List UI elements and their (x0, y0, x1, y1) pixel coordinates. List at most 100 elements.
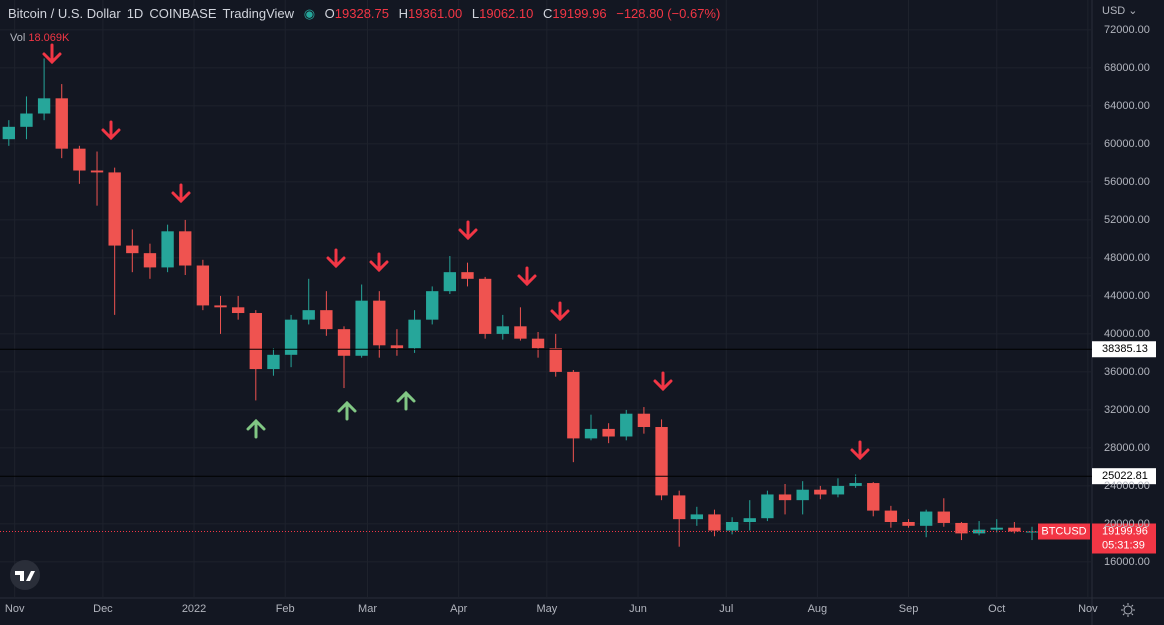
o-value: 19328.75 (334, 6, 390, 21)
y-tick-label: 44000.00 (1104, 290, 1150, 302)
y-tick-label: 20000.00 (1104, 518, 1150, 530)
candle-body (902, 522, 915, 526)
c-label: C (542, 6, 553, 21)
candle-body (602, 428, 615, 437)
candle-body (108, 172, 121, 246)
gear[interactable] (1123, 605, 1133, 615)
candle-body (549, 348, 562, 372)
down-arrow (171, 183, 191, 204)
candle-body (284, 319, 298, 355)
candle-body (267, 354, 280, 370)
y-tick-label: 48000.00 (1104, 252, 1150, 264)
o-label: O (324, 6, 335, 21)
l-value: 19062.10 (479, 6, 534, 21)
y-tick-label: 68000.00 (1104, 62, 1150, 74)
last-price-label: 19199.96 (1102, 525, 1148, 537)
y-tick-label: 72000.00 (1104, 24, 1150, 36)
y-tick-label: 24000.00 (1104, 480, 1150, 492)
candle-body (373, 300, 386, 346)
candle-body (831, 485, 845, 495)
platform: TradingView (222, 6, 295, 21)
settings-icon[interactable] (1121, 603, 1135, 617)
exchange: COINBASE (149, 6, 217, 21)
candle-body (2, 126, 15, 140)
candle-body (302, 310, 315, 320)
candle-body (761, 494, 774, 519)
x-tick-label: Jun (629, 603, 647, 615)
candle-body (514, 326, 527, 339)
candle-body (708, 514, 721, 531)
candle-body (955, 522, 968, 534)
candle-body (814, 489, 827, 495)
y-tick-label: 32000.00 (1104, 404, 1150, 416)
h-label: H (398, 6, 409, 21)
currency-label[interactable]: USD (1102, 5, 1126, 17)
symbol[interactable]: Bitcoin / U.S. Dollar (8, 6, 121, 21)
down-arrow (550, 301, 570, 322)
candle-body (867, 483, 880, 511)
candle-body (673, 495, 686, 520)
vol-label: Vol (10, 32, 26, 44)
candle-body (161, 231, 174, 268)
y-tick-label: 64000.00 (1104, 100, 1150, 112)
y-tick-label: 56000.00 (1104, 176, 1150, 188)
up-arrow (337, 400, 357, 421)
last-price-bg (1092, 523, 1156, 554)
candle-body (143, 253, 157, 268)
down-arrow (326, 248, 346, 269)
candle-body (937, 511, 950, 523)
candle-body (496, 326, 509, 334)
price-label: 38385.13 (1102, 343, 1148, 355)
candle-body (179, 231, 192, 266)
candle-body (443, 272, 457, 292)
candle-body (778, 494, 792, 501)
candle-body (55, 98, 68, 149)
currency[interactable]: USD ⌄ (1102, 5, 1138, 17)
status-dot: ◉ (303, 6, 316, 21)
candle-body (478, 278, 492, 334)
x-tick-label: Apr (450, 603, 467, 615)
candle-body (884, 510, 898, 523)
vol-value: 18.069K (28, 32, 70, 44)
x-tick-label: Nov (5, 603, 25, 615)
y-tick-label: 28000.00 (1104, 442, 1150, 454)
candle-body (655, 427, 668, 496)
gear-teeth[interactable] (1121, 603, 1135, 617)
x-tick-label: Oct (988, 603, 1005, 615)
candle-body (849, 483, 862, 486)
y-tick-label: 40000.00 (1104, 328, 1150, 340)
h-value: 19361.00 (408, 6, 463, 21)
legend: Bitcoin / U.S. Dollar 1D COINBASE TradingVi… (8, 6, 726, 22)
x-tick-label: Jul (719, 603, 733, 615)
candle-body (231, 307, 245, 314)
logo-bg (10, 560, 40, 590)
down-arrow (458, 220, 478, 241)
candle-body (355, 300, 368, 356)
candle-body (126, 245, 139, 254)
c-value: 19199.96 (552, 6, 607, 21)
x-tick-label: Sep (899, 603, 919, 615)
candle-body (37, 98, 51, 114)
candle-body (567, 371, 580, 439)
signal-arrows (42, 43, 870, 461)
x-tick-label: May (536, 603, 557, 615)
price-label: 25022.81 (1102, 470, 1148, 482)
tv-logo (10, 560, 40, 590)
x-tick-label: Nov (1078, 603, 1098, 615)
candle-body (20, 113, 33, 127)
candle-body (919, 511, 933, 526)
interval[interactable]: 1D (126, 6, 144, 21)
candle-body (531, 338, 545, 349)
candle-body (637, 413, 651, 428)
sell-arrows (42, 43, 870, 461)
down-arrow (653, 371, 673, 392)
candle-body (1008, 527, 1021, 532)
up-arrow (246, 418, 266, 439)
volume-legend: Vol 18.069K (10, 32, 69, 44)
down-arrow (369, 252, 389, 273)
symbol-tag-bg (1038, 523, 1090, 540)
x-tick-label: Aug (808, 603, 828, 615)
candle-body (73, 148, 86, 171)
candle-body (584, 428, 598, 439)
candle-body (990, 527, 1003, 530)
